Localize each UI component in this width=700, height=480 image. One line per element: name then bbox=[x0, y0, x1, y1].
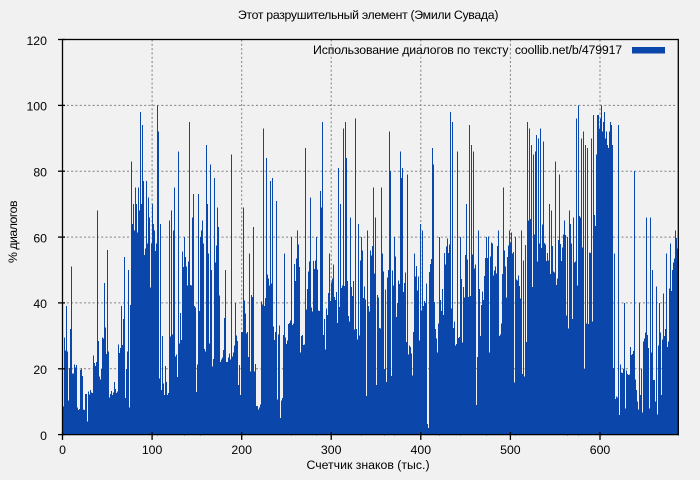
svg-text:Счетчик знаков (тыс.): Счетчик знаков (тыс.) bbox=[306, 458, 429, 472]
svg-text:200: 200 bbox=[231, 443, 252, 457]
svg-text:600: 600 bbox=[590, 443, 611, 457]
svg-text:0: 0 bbox=[59, 443, 66, 457]
svg-text:400: 400 bbox=[411, 443, 432, 457]
svg-text:0: 0 bbox=[40, 429, 47, 443]
svg-text:100: 100 bbox=[142, 443, 163, 457]
svg-text:20: 20 bbox=[33, 363, 47, 377]
svg-text:Этот разрушительный элемент (Э: Этот разрушительный элемент (Эмили Сувад… bbox=[238, 8, 498, 22]
svg-text:60: 60 bbox=[33, 231, 47, 245]
svg-text:120: 120 bbox=[26, 34, 47, 48]
svg-text:100: 100 bbox=[26, 100, 47, 114]
svg-text:Использование диалогов по текс: Использование диалогов по тексту coollib… bbox=[313, 43, 622, 57]
svg-text:% диалогов: % диалогов bbox=[6, 201, 20, 263]
svg-text:80: 80 bbox=[33, 166, 47, 180]
svg-text:300: 300 bbox=[321, 443, 342, 457]
svg-text:40: 40 bbox=[33, 297, 47, 311]
svg-text:500: 500 bbox=[500, 443, 521, 457]
